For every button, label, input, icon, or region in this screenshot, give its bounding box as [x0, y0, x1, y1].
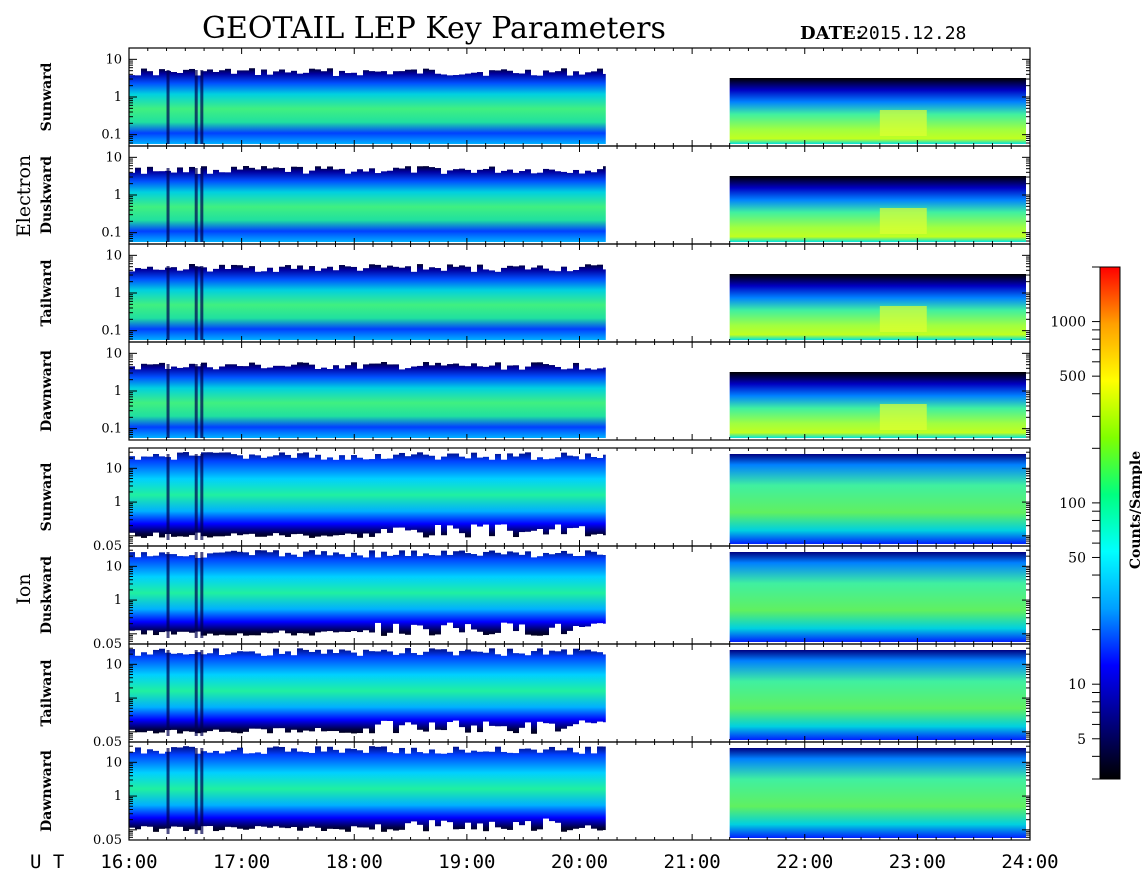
- y-tick-label: 10: [105, 461, 122, 476]
- y-tick-label: 10: [105, 755, 122, 770]
- spectrum-band-left: [129, 66, 606, 144]
- y-tick-label: 1: [114, 789, 122, 804]
- colorbar: Counts/Sample 1000 500 100 50 10 5: [1050, 266, 1142, 780]
- spectrum-band-left: [129, 360, 606, 438]
- panel-ion-dawnward: 10 1 0.05 Dawnward: [39, 741, 1031, 848]
- panel-ion-duskward: 10 1 0.05 Duskward: [39, 545, 1031, 652]
- y-tick-label: 0.1: [101, 226, 122, 241]
- time-tick-label: 22:00: [776, 851, 833, 873]
- panel-direction-label: Tailward: [39, 259, 55, 326]
- y-tick-label: 10: [105, 52, 122, 67]
- spectrum-band-right: [729, 78, 1026, 144]
- y-tick-label: 10: [105, 346, 122, 361]
- y-tick-label: 0.05: [93, 637, 122, 652]
- time-tick-label: 16:00: [100, 851, 157, 873]
- colorbar-tick-label: 10: [1068, 677, 1086, 693]
- spectrum-band-left: [129, 262, 606, 340]
- panel-direction-label: Duskward: [39, 556, 55, 634]
- spectrum-band-right: [729, 552, 1026, 642]
- y-tick-label: 1: [114, 593, 122, 608]
- y-tick-label: 0.05: [93, 539, 122, 554]
- panel-direction-label: Duskward: [39, 156, 55, 234]
- y-tick-label: 1: [114, 495, 122, 510]
- spectrum-band-left: [129, 744, 606, 834]
- colorbar-tick-label: 5: [1077, 732, 1086, 748]
- y-tick-label: 1: [114, 188, 122, 203]
- time-tick-label: 23:00: [889, 851, 946, 873]
- panel-ion-tailward: 10 1 0.05 Tailward: [39, 643, 1031, 750]
- panel-electron-tailward: 10 1 0.1 Tailward: [39, 243, 1031, 343]
- spectrum-band-right: [729, 748, 1026, 838]
- species-label-ion: Ion: [13, 573, 35, 604]
- time-tick-label: 24:00: [1001, 851, 1058, 873]
- y-tick-label: 0.05: [93, 833, 122, 848]
- chart-title: GEOTAIL LEP Key Parameters: [202, 11, 666, 46]
- y-tick-label: 1: [114, 691, 122, 706]
- colorbar-tick-label: 100: [1059, 496, 1086, 512]
- date-value: 2015.12.28: [858, 23, 966, 44]
- time-axis-prefix: U T: [30, 851, 64, 873]
- y-tick-label: 10: [105, 248, 122, 263]
- time-tick-label: 20:00: [551, 851, 608, 873]
- panel-direction-label: Sunward: [39, 462, 55, 531]
- time-tick-label: 21:00: [664, 851, 721, 873]
- y-tick-label: 1: [114, 384, 122, 399]
- y-tick-label: 10: [105, 657, 122, 672]
- panel-electron-duskward: 10 1 0.1 Duskward: [39, 145, 1031, 245]
- y-tick-label: 10: [105, 150, 122, 165]
- spectrum-band-left: [129, 164, 606, 242]
- spectrum-band-left: [129, 646, 606, 736]
- time-tick-label: 17:00: [213, 851, 270, 873]
- spectrum-band-right: [729, 372, 1026, 438]
- colorbar-label: Counts/Sample: [1128, 451, 1142, 569]
- y-tick-label: 0.05: [93, 735, 122, 750]
- colorbar-tick-label: 1000: [1050, 315, 1086, 331]
- panel-direction-label: Tailward: [39, 659, 55, 726]
- time-tick-label: 18:00: [326, 851, 383, 873]
- y-tick-label: 0.1: [101, 128, 122, 143]
- colorbar-scale: [1099, 266, 1121, 780]
- colorbar-tick-label: 50: [1068, 550, 1086, 566]
- date-label: DATE:: [800, 23, 862, 44]
- spectrum-band-right: [729, 176, 1026, 242]
- species-label-electron: Electron: [13, 155, 35, 237]
- spectrum-band-right: [729, 454, 1026, 544]
- spectrogram-panels: 10 1 0.1 Sunward 10 1 0.1 Duskward 10 1 0.1 Tailwar…: [39, 47, 1031, 848]
- y-tick-label: 1: [114, 286, 122, 301]
- time-tick-label: 19:00: [438, 851, 495, 873]
- y-tick-label: 1: [114, 90, 122, 105]
- time-axis: U T 16:00 17:00 18:00 19:00 20:00 21:00 22:00 2…: [30, 851, 1059, 873]
- panel-direction-label: Sunward: [39, 62, 55, 131]
- spectrum-band-left: [129, 450, 606, 540]
- colorbar-tick-label: 500: [1059, 369, 1086, 385]
- spectrum-band-left: [129, 548, 606, 638]
- panel-direction-label: Dawnward: [39, 750, 55, 832]
- panel-ion-sunward: 10 1 0.05 Sunward: [39, 447, 1031, 554]
- spectrum-band-right: [729, 274, 1026, 340]
- panel-electron-sunward: 10 1 0.1 Sunward: [39, 47, 1031, 147]
- panel-electron-dawnward: 10 1 0.1 Dawnward: [39, 341, 1031, 441]
- y-tick-label: 0.1: [101, 324, 122, 339]
- spectrum-band-right: [729, 650, 1026, 740]
- y-tick-label: 0.1: [101, 422, 122, 437]
- y-tick-label: 10: [105, 559, 122, 574]
- panel-direction-label: Dawnward: [39, 350, 55, 432]
